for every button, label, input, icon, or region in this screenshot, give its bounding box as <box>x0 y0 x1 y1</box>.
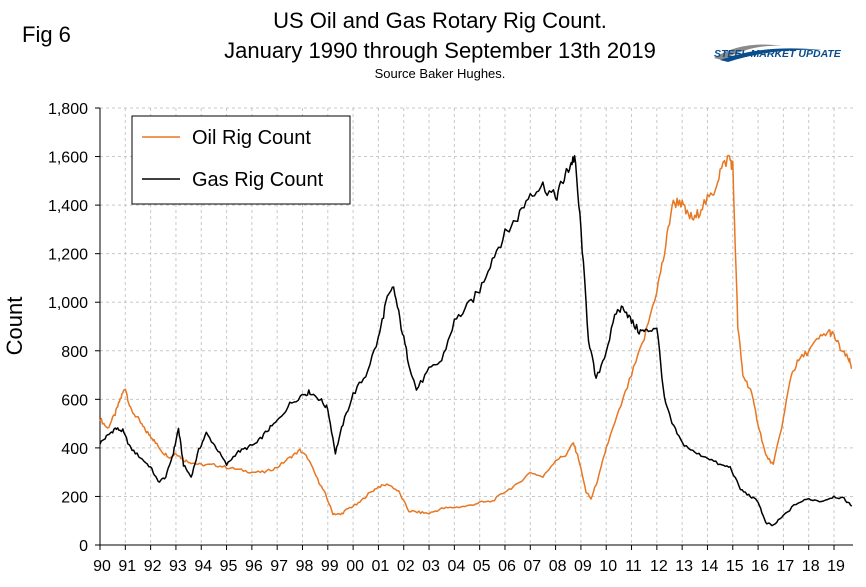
y-tick-label: 800 <box>61 344 88 361</box>
x-tick-label: 02 <box>397 558 415 575</box>
y-axis: 0 200 400 600 800 1,000 1,200 1,400 1,600 1,800 <box>48 101 100 555</box>
logo-swoosh-icon <box>714 44 822 62</box>
figure-label: Fig 6 <box>22 22 71 47</box>
x-tick-label: 09 <box>574 558 592 575</box>
x-tick-label: 08 <box>549 558 567 575</box>
plot-area <box>99 108 853 546</box>
x-tick-label: 12 <box>650 558 668 575</box>
x-axis: 90 91 92 93 94 95 96 97 98 99 00 01 02 03 04 05 06 07 08 09… <box>93 545 845 575</box>
x-tick-label: 06 <box>498 558 516 575</box>
y-tick-label: 1,400 <box>48 198 88 215</box>
legend-box <box>131 115 351 205</box>
x-tick-label: 94 <box>194 558 212 575</box>
x-tick-label: 98 <box>296 558 314 575</box>
x-tick-label: 96 <box>245 558 263 575</box>
x-tick-label: 16 <box>751 558 769 575</box>
x-tick-label: 01 <box>372 558 390 575</box>
series-layer <box>99 154 853 527</box>
y-tick-label: 1,600 <box>48 150 88 167</box>
x-tick-label: 18 <box>802 558 820 575</box>
x-tick-label: 10 <box>599 558 617 575</box>
x-tick-label: 13 <box>675 558 693 575</box>
gas-rig-count-line <box>99 154 853 527</box>
y-tick-label: 1,800 <box>48 101 88 118</box>
y-tick-label: 200 <box>61 489 88 506</box>
x-tick-label: 19 <box>827 558 845 575</box>
y-axis-label: Count <box>2 297 27 356</box>
x-tick-label: 90 <box>93 558 111 575</box>
chart-source: Source Baker Hughes. <box>374 66 506 81</box>
chart-subtitle: January 1990 through September 13th 2019 <box>224 38 656 63</box>
x-tick-label: 92 <box>144 558 162 575</box>
x-tick-label: 00 <box>346 558 364 575</box>
legend-label: Oil Rig Count <box>192 127 311 149</box>
x-tick-label: 15 <box>726 558 744 575</box>
x-tick-label: 17 <box>776 558 794 575</box>
y-tick-label: 0 <box>79 538 88 555</box>
x-tick-label: 07 <box>523 558 541 575</box>
legend-label: Gas Rig Count <box>192 169 324 191</box>
x-tick-label: 04 <box>447 558 465 575</box>
y-tick-label: 400 <box>61 441 88 458</box>
y-tick-label: 1,200 <box>48 247 88 264</box>
y-tick-label: 600 <box>61 392 88 409</box>
x-tick-label: 05 <box>473 558 491 575</box>
chart-title: US Oil and Gas Rotary Rig Count. <box>273 8 607 33</box>
logo-text: STEEL MARKET UPDATE <box>714 48 842 60</box>
x-tick-label: 99 <box>321 558 339 575</box>
x-tick-label: 97 <box>270 558 288 575</box>
x-tick-label: 03 <box>422 558 440 575</box>
x-tick-label: 95 <box>220 558 238 575</box>
x-tick-label: 11 <box>625 558 642 575</box>
chart-legend: Oil Rig Count Gas Rig Count <box>131 115 351 205</box>
steel-market-update-logo: STEEL MARKET UPDATE <box>714 44 842 62</box>
x-tick-label: 93 <box>169 558 187 575</box>
y-tick-label: 1,000 <box>48 295 88 312</box>
x-tick-label: 14 <box>701 558 719 575</box>
oil-rig-count-line <box>99 154 853 516</box>
x-tick-label: 91 <box>118 558 136 575</box>
